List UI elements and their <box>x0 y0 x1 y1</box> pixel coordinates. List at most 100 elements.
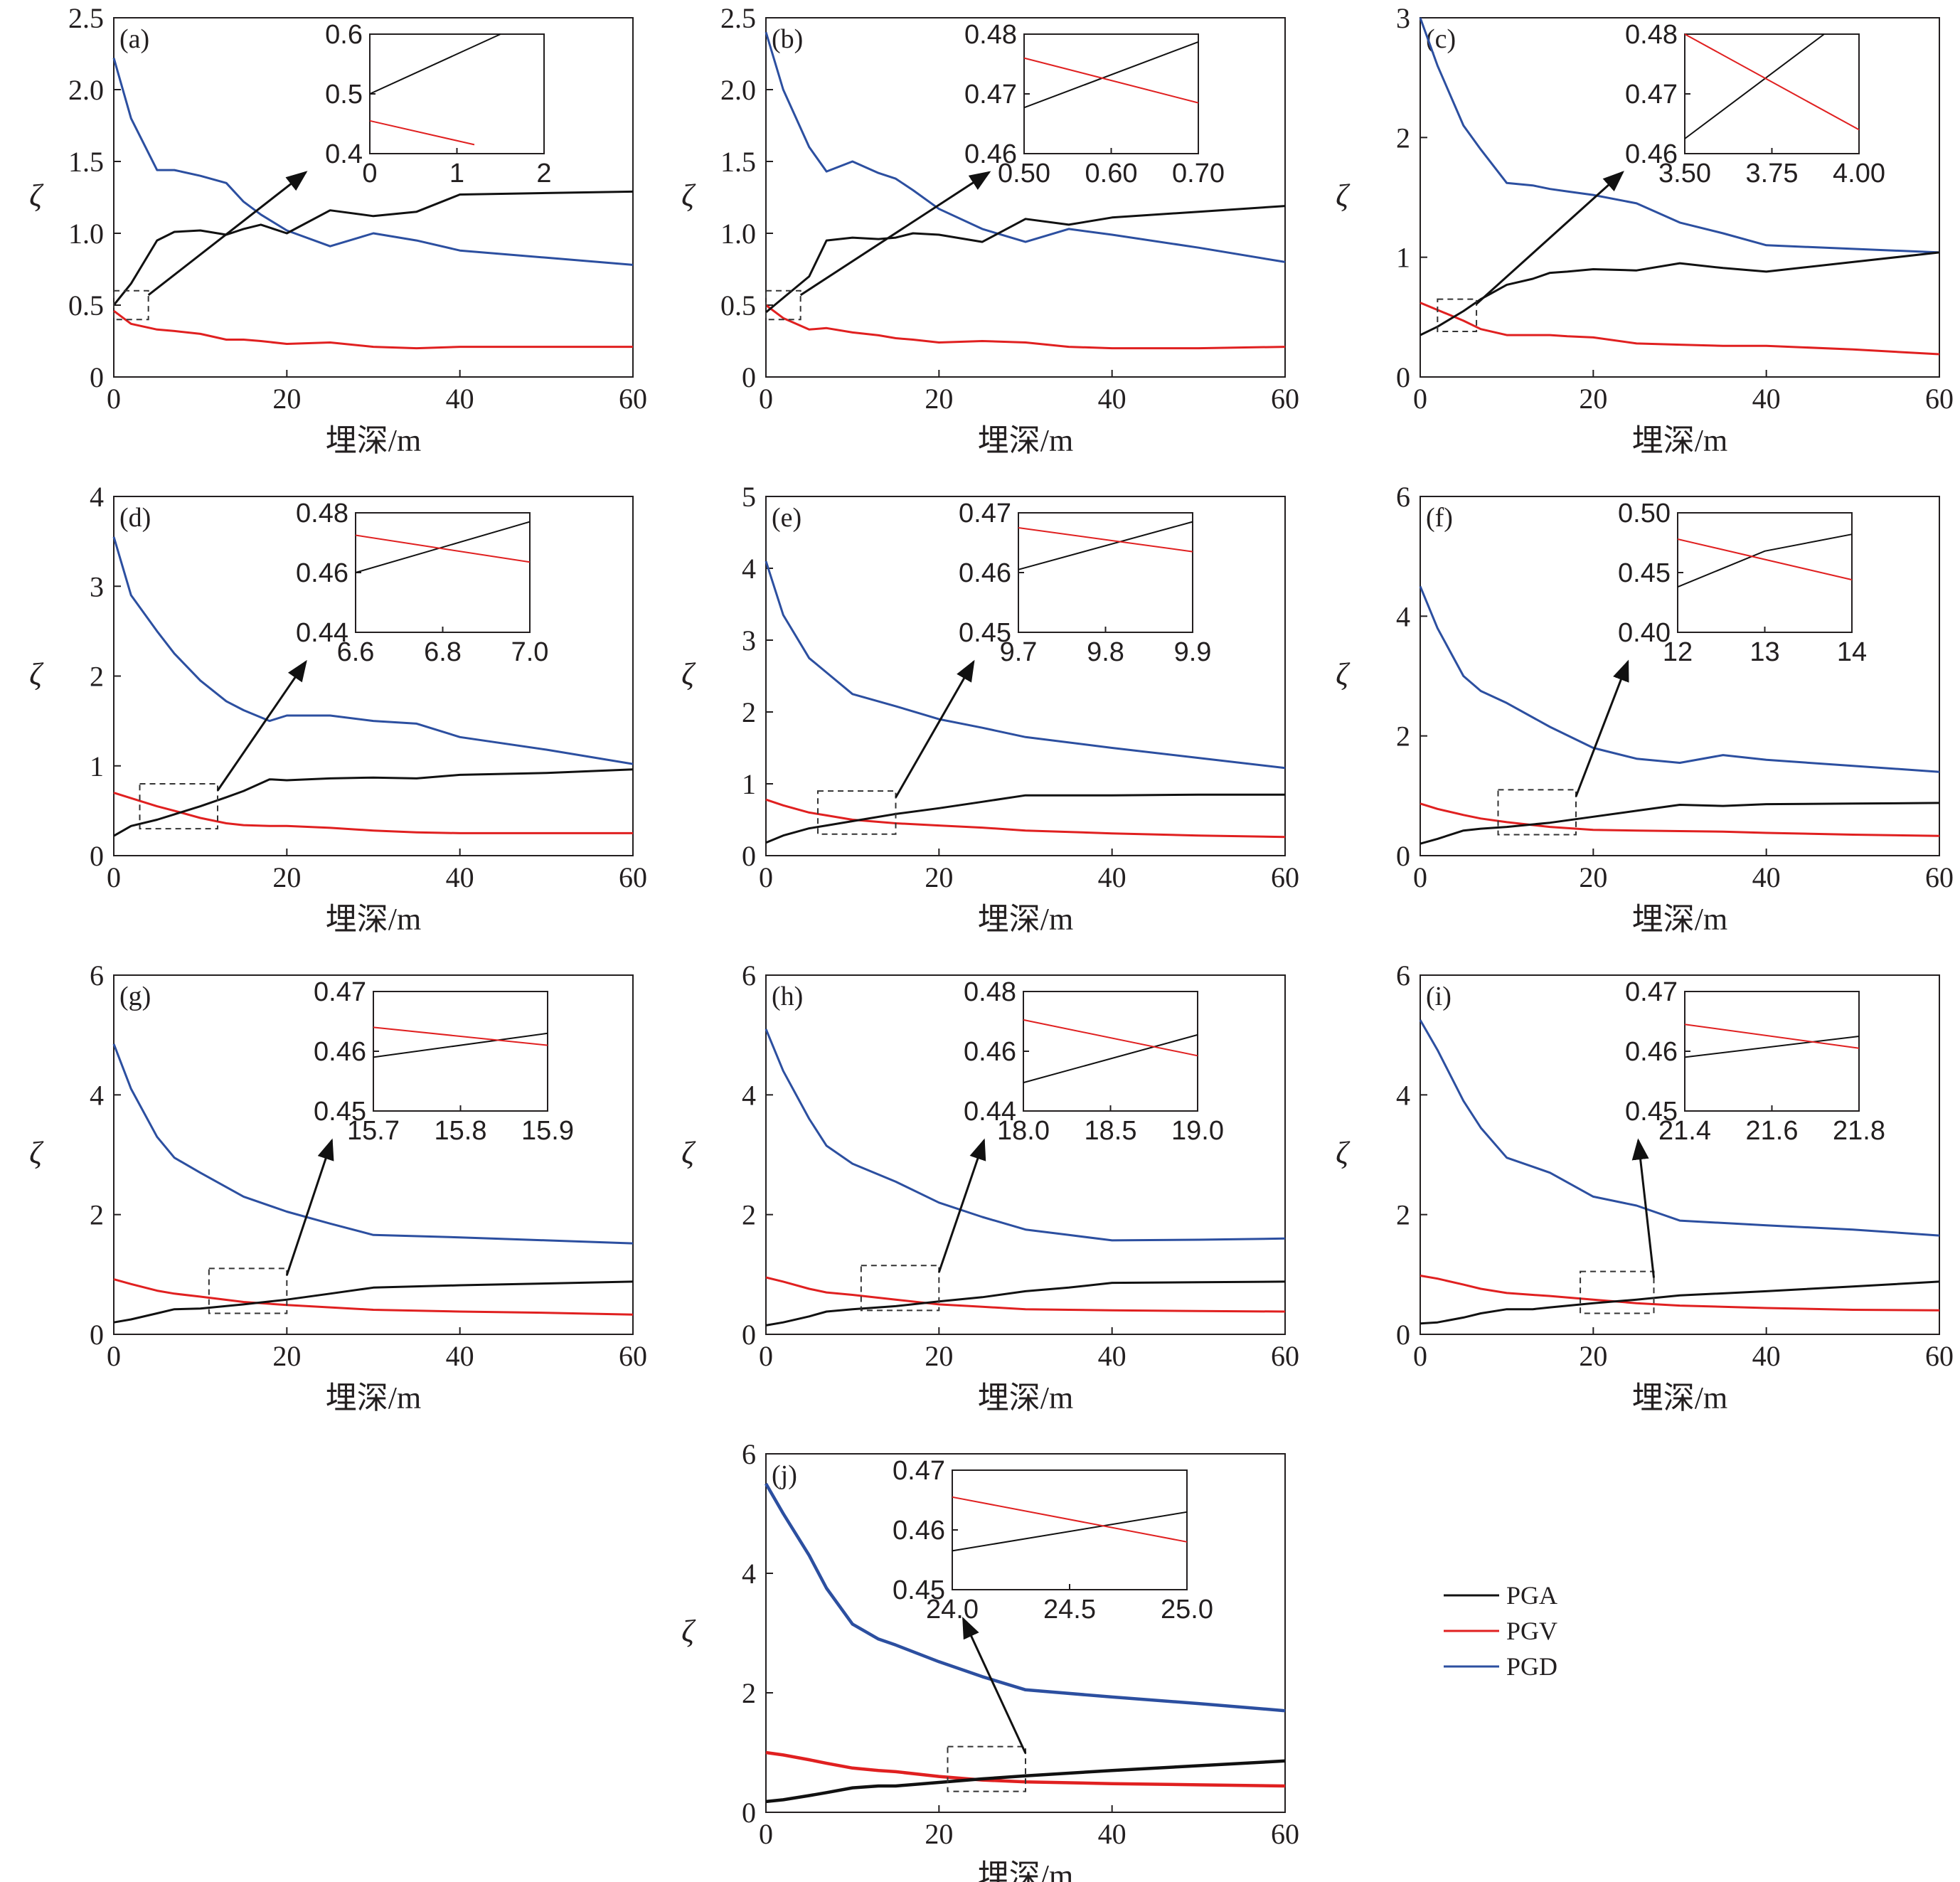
inset-frame <box>355 512 531 633</box>
inset-y-tick-label: 0.46 <box>314 1037 366 1067</box>
x-tick-label: 20 <box>925 383 953 415</box>
x-tick-label: 20 <box>925 1340 953 1372</box>
inset-series-line-pga <box>369 33 501 95</box>
zoom-arrow <box>1476 171 1624 305</box>
x-tick-label: 60 <box>1925 861 1954 893</box>
inset-x-tick-label: 9.8 <box>1087 637 1124 667</box>
inset-x-tick-label: 0.50 <box>998 159 1050 188</box>
inset-x-tick-label: 15.7 <box>347 1116 400 1146</box>
x-tick-label: 60 <box>619 383 647 415</box>
y-tick-label: 0 <box>90 840 104 872</box>
x-tick-label: 0 <box>759 1818 773 1850</box>
series-line-pgd <box>1419 17 1940 254</box>
zoom-arrow <box>1631 1138 1655 1278</box>
y-axis-label: ζ <box>1336 1136 1351 1171</box>
inset-y-tick-label: 0.47 <box>964 80 1017 110</box>
inset-y-tick-label: 0.5 <box>325 80 363 110</box>
series-line-pgv <box>765 1276 1286 1313</box>
y-tick-label: 2.0 <box>720 74 756 106</box>
inset-frame <box>1684 991 1860 1112</box>
panel-h: 0 20 40 60 0 2 4 6 埋深/m ζ (h) 18.0 18.5 19.0 0.44 0.46 0… <box>681 959 1299 1415</box>
y-tick-label: 4 <box>90 1079 104 1111</box>
inset-series-line-pgv <box>373 1026 548 1046</box>
series-line-pga <box>1420 802 1940 845</box>
y-tick-label: 0 <box>742 361 756 393</box>
series-line-pgv <box>765 1750 1286 1788</box>
series-line-pgd <box>1419 585 1940 773</box>
series-line-pga <box>113 768 634 837</box>
inset-y-tick-label: 0.46 <box>964 1037 1016 1067</box>
inset-series-line-pga <box>1677 533 1853 588</box>
series-line-pgv <box>1420 302 1940 356</box>
panel-label: (f) <box>1426 503 1453 533</box>
y-tick-label: 4 <box>742 1079 756 1111</box>
panel-label: (b) <box>772 24 803 54</box>
panel-label: (d) <box>119 503 151 533</box>
inset-frame <box>369 33 545 154</box>
y-tick-label: 1.5 <box>720 146 756 178</box>
zoom-box <box>1580 1270 1655 1314</box>
inset-x-tick-label: 18.0 <box>997 1116 1050 1146</box>
y-tick-label: 2 <box>1396 1199 1410 1231</box>
x-tick-label: 20 <box>1579 1340 1607 1372</box>
inset: 0 1 2 0.4 0.5 0.6 <box>325 20 551 188</box>
inset: 12 13 14 0.40 0.45 0.50 <box>1618 499 1867 667</box>
zoom-arrow <box>285 1138 334 1276</box>
inset: 24.0 24.5 25.00.450.460.47 <box>893 1456 1213 1625</box>
inset-x-tick-label: 6.6 <box>337 637 375 667</box>
inset-x-tick-label: 9.9 <box>1174 637 1212 667</box>
series-line-pgv <box>765 304 1286 350</box>
inset-y-tick-label: 0.47 <box>1625 80 1678 110</box>
inset-y-tick-label: 0.48 <box>964 20 1017 50</box>
inset-y-tick-label: 0.6 <box>325 20 363 50</box>
y-tick-label: 2 <box>90 1199 104 1231</box>
inset-series-line-pga <box>373 1032 548 1058</box>
inset-x-tick-label: 15.9 <box>521 1116 574 1146</box>
x-tick-label: 60 <box>1271 1340 1299 1372</box>
zoom-box <box>113 289 149 321</box>
y-tick-label: 0 <box>1396 1319 1410 1351</box>
inset-x-tick-label: 3.50 <box>1658 159 1711 188</box>
inset-y-tick-label: 0.46 <box>1625 1037 1678 1067</box>
inset-x-tick-label: 15.8 <box>435 1116 487 1146</box>
x-tick-label: 0 <box>107 383 121 415</box>
inset-frame <box>1684 33 1860 154</box>
x-tick-label: 0 <box>107 861 121 893</box>
x-tick-label: 60 <box>1925 1340 1954 1372</box>
x-axis-label: 埋深/m <box>1632 1381 1727 1415</box>
x-tick-label: 40 <box>1098 1340 1127 1372</box>
y-axis-label: ζ <box>681 1136 696 1171</box>
x-tick-label: 40 <box>446 1340 474 1372</box>
inset: 15.7 15.8 15.9 0.45 0.46 0.47 <box>314 977 574 1146</box>
inset-y-tick-label: 0.45 <box>959 618 1011 648</box>
inset-x-tick-label: 9.7 <box>1000 637 1038 667</box>
inset-y-tick-label: 0.48 <box>296 499 348 528</box>
series-line-pga <box>765 1280 1286 1327</box>
inset-series-line-pgv <box>1023 1019 1198 1057</box>
panel-a: 0 20 40 60 0 0.5 1.0 1.5 2.0 2.5 埋深/m ζ (a) 0 1 2 0.4 0.5… <box>29 2 647 458</box>
inset: 0.50 0.60 0.70 0.46 0.47 0.48 <box>964 20 1225 188</box>
series-line-pgd <box>112 58 634 266</box>
inset-series-line-pgv <box>355 534 531 563</box>
y-axis-label: ζ <box>681 657 696 692</box>
y-tick-label: 2.5 <box>720 2 756 34</box>
zoom-box <box>208 1267 288 1314</box>
x-tick-label: 0 <box>1413 1340 1427 1372</box>
x-tick-label: 20 <box>272 383 301 415</box>
x-tick-label: 60 <box>619 861 647 893</box>
zoom-arrow <box>962 1617 1027 1754</box>
inset-y-tick-label: 0.4 <box>325 139 363 169</box>
inset-x-tick-label: 3.75 <box>1746 159 1799 188</box>
inset-series-line-pga <box>1684 33 1825 139</box>
y-tick-label: 6 <box>1396 959 1410 991</box>
series-line-pgd <box>765 560 1286 770</box>
x-tick-label: 20 <box>272 1340 301 1372</box>
y-tick-label: 4 <box>1396 1079 1410 1111</box>
inset-x-tick-label: 7.0 <box>511 637 549 667</box>
x-tick-label: 0 <box>759 383 773 415</box>
panel-g: 0 20 40 60 0 2 4 6 埋深/m ζ (g) 15.7 15.8 15.9 0.45 0.46 0… <box>29 959 647 1415</box>
y-tick-label: 2 <box>742 696 756 728</box>
x-axis-label: 埋深/m <box>326 423 421 458</box>
